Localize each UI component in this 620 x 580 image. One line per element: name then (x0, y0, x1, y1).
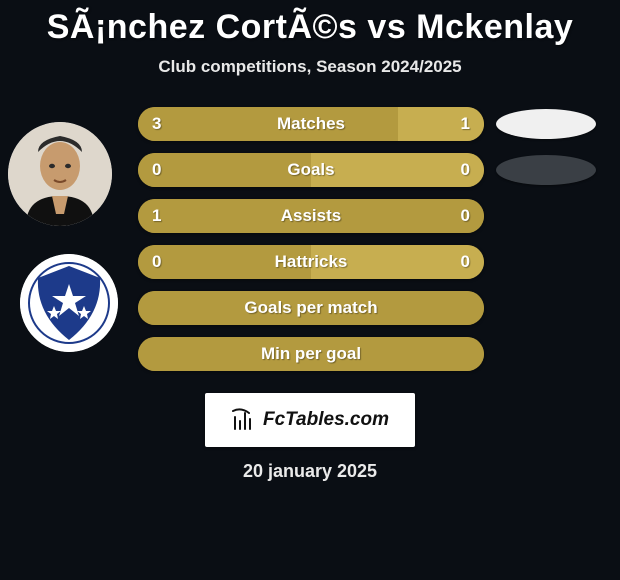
stat-value-left: 0 (152, 245, 161, 279)
stat-bar: Goals per match (138, 291, 484, 325)
stat-value-right: 1 (461, 107, 470, 141)
stat-value-left: 3 (152, 107, 161, 141)
bar-right-fill (311, 245, 484, 279)
brand-icon (231, 407, 257, 433)
stat-row: 10Assists (138, 199, 608, 233)
comparison-bars: 31Matches00Goals10Assists00HattricksGoal… (138, 107, 608, 371)
stat-value-left: 1 (152, 199, 161, 233)
bar-right-fill (311, 153, 484, 187)
stat-value-right: 0 (461, 199, 470, 233)
stat-row: 00Hattricks (138, 245, 608, 279)
bar-left-fill (138, 153, 311, 187)
bar-left-fill (138, 337, 484, 371)
subtitle: Club competitions, Season 2024/2025 (0, 57, 620, 77)
stat-row: Goals per match (138, 291, 608, 325)
stat-bar: 00Goals (138, 153, 484, 187)
stat-bar: 10Assists (138, 199, 484, 233)
stat-bar: Min per goal (138, 337, 484, 371)
bar-left-fill (138, 245, 311, 279)
stat-value-left: 0 (152, 153, 161, 187)
stat-pill (496, 155, 596, 185)
bar-left-fill (138, 199, 484, 233)
stat-row: Min per goal (138, 337, 608, 371)
stat-pill (496, 109, 596, 139)
player-avatar (8, 122, 112, 226)
avatar-column (8, 122, 118, 380)
stat-row: 00Goals (138, 153, 608, 187)
club-avatar (20, 254, 118, 352)
stat-value-right: 0 (461, 245, 470, 279)
bar-left-fill (138, 291, 484, 325)
bar-left-fill (138, 107, 398, 141)
stat-row: 31Matches (138, 107, 608, 141)
brand-text: FcTables.com (263, 409, 389, 431)
stat-bar: 31Matches (138, 107, 484, 141)
date-label: 20 january 2025 (0, 461, 620, 482)
page-title: SÃ¡nchez CortÃ©s vs Mckenlay (0, 8, 620, 47)
stat-bar: 00Hattricks (138, 245, 484, 279)
bar-right-fill (398, 107, 485, 141)
brand-box: FcTables.com (205, 393, 415, 447)
stat-value-right: 0 (461, 153, 470, 187)
